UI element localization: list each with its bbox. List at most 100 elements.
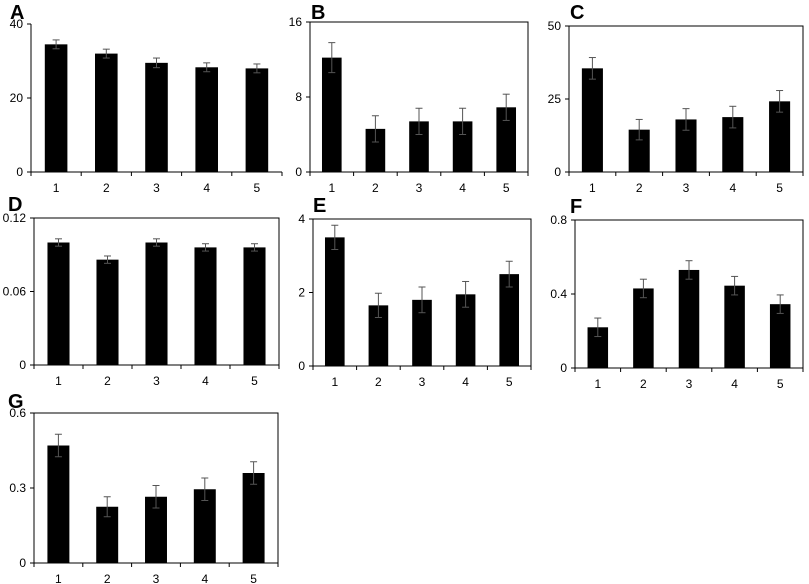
x-tick-label-e: 2: [375, 375, 382, 389]
x-tick-label-f: 5: [777, 377, 784, 391]
error-bar-b-4: [459, 107, 467, 135]
x-tick-label-d: 3: [153, 374, 160, 388]
x-tick-label-g: 5: [250, 572, 257, 584]
panel-label-e: E: [313, 195, 326, 217]
panel-c: 0 25 50 1 2 3 4 5 C: [548, 2, 804, 195]
bar-g-3: [145, 496, 167, 563]
y-tick-label-e: 4: [298, 212, 305, 226]
bar-g-5: [242, 473, 265, 563]
y-tick-label-f: 0.4: [550, 287, 567, 301]
bar-e-4: [455, 294, 476, 366]
bar-f-4: [724, 285, 745, 368]
bar-e-2: [368, 305, 389, 366]
bar-f-2: [633, 288, 654, 368]
error-bar-e-4: [462, 280, 470, 308]
panel-a: 0 20 40 1 2 3 4 5 A: [10, 2, 283, 195]
y-tick-label-a: 40: [10, 17, 24, 31]
x-tick-label-g: 1: [55, 572, 62, 584]
x-tick-label-f: 1: [594, 377, 601, 391]
bar-e-5: [499, 274, 520, 366]
bar-a-2: [95, 53, 118, 172]
bar-d-1: [47, 242, 70, 365]
error-bar-f-4: [731, 275, 739, 296]
error-bar-f-1: [594, 317, 602, 338]
bar-d-2: [96, 259, 119, 365]
bar-b-2: [365, 128, 386, 172]
panel-e: 0 2 4 1 2 3 4 5 E: [298, 195, 532, 389]
y-tick-label-g: 0.3: [9, 481, 26, 495]
bar-c-4: [722, 117, 744, 172]
error-bar-d-3: [153, 238, 160, 247]
error-bar-b-1: [328, 42, 336, 74]
y-tick-label-f: 0.8: [550, 213, 567, 227]
y-tick-label-b: 16: [289, 15, 303, 29]
y-tick-label-c: 50: [548, 19, 562, 33]
error-bar-f-3: [685, 260, 693, 280]
y-tick-label-c: 25: [548, 92, 562, 106]
y-tick-label-f: 0: [560, 361, 567, 375]
error-bar-g-3: [152, 485, 160, 509]
panel-d: 0 0.06 0.12 1 2 3 4 5 D: [3, 194, 280, 388]
y-tick-label-e: 0: [298, 359, 305, 373]
y-tick-label-a: 20: [10, 91, 24, 105]
y-tick-label-e: 2: [298, 286, 305, 300]
bar-b-4: [452, 121, 473, 172]
bar-c-5: [769, 101, 791, 172]
x-tick-label-f: 3: [686, 377, 693, 391]
error-bar-a-2: [102, 48, 110, 59]
y-tick-label-b: 8: [295, 90, 302, 104]
y-tick-label-d: 0.12: [3, 211, 27, 225]
bar-f-3: [678, 269, 700, 368]
error-bar-g-5: [250, 461, 258, 485]
x-tick-label-c: 5: [776, 181, 783, 195]
bar-g-2: [96, 506, 119, 563]
x-tick-label-d: 1: [55, 374, 62, 388]
bar-d-5: [243, 247, 266, 365]
panel-b: 0 8 16 1 2 3 4 5 B: [289, 2, 529, 195]
bar-d-3: [145, 242, 168, 365]
panel-f: 0 0.4 0.8 1 2 3 4 5 F: [550, 196, 804, 391]
panel-label-a: A: [10, 2, 24, 24]
x-tick-label-f: 4: [731, 377, 738, 391]
error-bar-f-2: [639, 278, 647, 299]
x-tick-label-a: 5: [254, 181, 261, 195]
y-tick-label-c: 0: [554, 165, 561, 179]
bar-c-3: [675, 119, 697, 172]
bar-e-3: [412, 299, 432, 366]
panel-g: 0 0.3 0.6 1 2 3 4 5 G: [8, 391, 279, 584]
x-tick-label-b: 5: [503, 181, 510, 195]
bar-b-5: [496, 107, 517, 172]
error-bar-d-4: [202, 243, 209, 252]
error-bar-a-4: [203, 62, 211, 73]
error-bar-b-5: [502, 93, 510, 121]
bar-b-1: [321, 57, 342, 172]
error-bar-g-4: [201, 477, 209, 501]
bar-c-2: [628, 129, 650, 172]
x-tick-label-a: 3: [153, 181, 160, 195]
x-tick-label-e: 1: [331, 375, 338, 389]
error-bar-d-5: [251, 243, 258, 252]
x-tick-label-e: 4: [462, 375, 469, 389]
panel-label-d: D: [8, 194, 22, 216]
panel-label-c: C: [570, 2, 584, 24]
error-bar-c-1: [588, 57, 596, 80]
error-bar-a-1: [52, 39, 60, 50]
x-tick-label-c: 1: [589, 181, 596, 195]
error-bar-b-2: [371, 115, 379, 143]
bar-e-1: [324, 237, 345, 366]
x-tick-label-e: 3: [419, 375, 426, 389]
error-bar-f-5: [776, 294, 784, 314]
error-bar-d-2: [104, 255, 111, 264]
x-tick-label-a: 1: [53, 181, 60, 195]
x-tick-label-b: 1: [328, 181, 335, 195]
x-tick-label-e: 5: [506, 375, 513, 389]
bar-g-4: [193, 489, 216, 563]
bar-a-1: [44, 44, 68, 172]
x-tick-label-a: 2: [103, 181, 110, 195]
x-tick-label-d: 2: [104, 374, 111, 388]
y-tick-label-g: 0.6: [9, 406, 26, 420]
bar-a-3: [145, 62, 168, 172]
panel-label-g: G: [8, 391, 24, 413]
bar-f-1: [587, 327, 609, 368]
